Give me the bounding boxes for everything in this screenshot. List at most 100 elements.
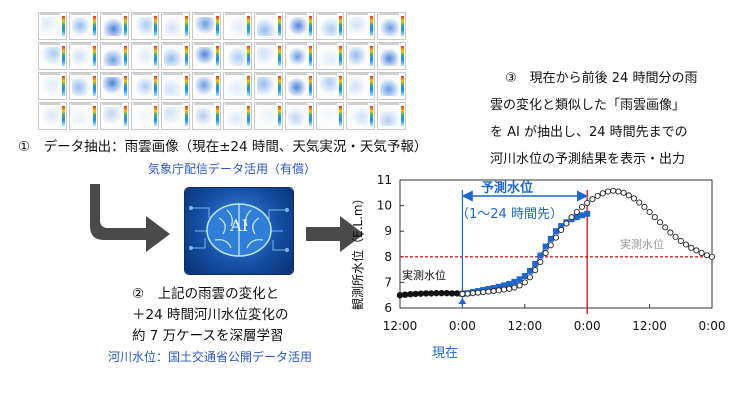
observed-point bbox=[443, 289, 450, 297]
observed-open-point bbox=[677, 237, 684, 244]
forecast-title: 予測水位 bbox=[481, 181, 534, 196]
rain-cloud-thumbnail bbox=[223, 42, 252, 70]
rain-cloud-thumbnail bbox=[253, 72, 283, 100]
rain-cloud-thumbnail bbox=[377, 12, 406, 40]
rain-cloud-thumbnail bbox=[68, 42, 98, 70]
observed-point bbox=[438, 289, 445, 297]
rain-cloud-thumbnail bbox=[346, 42, 376, 70]
x-tick-label: 12:00 bbox=[508, 319, 543, 333]
observed-point bbox=[454, 290, 461, 297]
observed-open-point bbox=[495, 287, 502, 294]
observed-open-point bbox=[682, 241, 690, 248]
y-tick-label: 10 bbox=[377, 199, 392, 213]
observed-open-point bbox=[662, 224, 669, 231]
observed-open-point bbox=[500, 286, 508, 293]
step2-line2: ＋24 時間河川水位変化の bbox=[132, 307, 289, 323]
observed-open-point bbox=[532, 267, 539, 274]
rain-cloud-thumbnail bbox=[161, 12, 191, 40]
rain-cloud-thumbnail bbox=[253, 12, 283, 40]
observed-open-point bbox=[589, 196, 596, 203]
observed-open-point bbox=[480, 289, 487, 296]
observed-open-point bbox=[641, 203, 648, 210]
x-tick-label: 12:00 bbox=[383, 319, 418, 333]
forecast-point bbox=[511, 278, 518, 285]
forecast-point bbox=[527, 267, 533, 274]
step3-line1: ③ 現在から前後 24 時間分の雨 bbox=[505, 71, 698, 86]
rain-cloud-thumbnail bbox=[377, 102, 406, 130]
observed-point bbox=[412, 290, 419, 298]
rain-cloud-thumbnail bbox=[315, 102, 345, 130]
rain-cloud-thumbnail bbox=[346, 102, 376, 130]
now-label: 現在 bbox=[432, 346, 459, 361]
rain-cloud-thumbnail bbox=[346, 12, 376, 40]
rain-cloud-thumbnail bbox=[130, 72, 160, 100]
rain-cloud-thumbnail bbox=[161, 102, 191, 130]
rain-cloud-thumbnail bbox=[130, 102, 160, 130]
observed-open-point bbox=[490, 288, 497, 295]
rain-cloud-thumbnail bbox=[223, 102, 252, 130]
observed-open-point bbox=[636, 199, 643, 206]
observed-open-point bbox=[578, 203, 586, 210]
rain-cloud-thumbnail bbox=[284, 12, 314, 40]
rain-cloud-thumbnail bbox=[377, 72, 406, 100]
step2-note: 河川水位：国土交通省公開データ活用 bbox=[108, 350, 313, 364]
rain-cloud-thumbnail bbox=[130, 12, 160, 40]
forecast-range: （1〜24 時間先） bbox=[456, 207, 563, 222]
rain-cloud-thumbnail bbox=[99, 12, 129, 40]
observed-open-point bbox=[474, 289, 482, 296]
step1-note: 気象庁配信データ活用（有償） bbox=[148, 162, 317, 176]
rain-cloud-thumbnail bbox=[38, 42, 67, 70]
observed-open-point bbox=[698, 249, 705, 257]
y-tick-label: 8 bbox=[384, 250, 392, 264]
x-tick-label: 0:00 bbox=[449, 319, 476, 333]
observed-point bbox=[396, 292, 404, 299]
forecast-point bbox=[521, 273, 528, 279]
forecast-point bbox=[553, 228, 559, 235]
observed-open-point bbox=[511, 284, 518, 291]
observed-open-point bbox=[521, 279, 528, 286]
rain-cloud-thumbnail bbox=[192, 12, 221, 40]
observed-open-point bbox=[625, 192, 632, 199]
x-tick-label: 0:00 bbox=[574, 319, 601, 333]
observed-open-point bbox=[552, 234, 560, 241]
step3-line3: を AI が抽出し、24 時間先までの bbox=[490, 125, 688, 140]
observed-open-point bbox=[464, 290, 471, 297]
rain-cloud-thumbnail bbox=[315, 42, 345, 70]
step2-line3: 約 7 万ケースを深層学習 bbox=[132, 328, 284, 344]
forecast-point bbox=[506, 280, 513, 287]
observed-open-point bbox=[646, 208, 653, 216]
forecast-point bbox=[501, 282, 507, 289]
rain-cloud-thumbnail bbox=[38, 72, 67, 100]
observed-open-point bbox=[547, 242, 554, 249]
observed-open-point bbox=[651, 214, 658, 221]
actual-left-label: 実測水位 bbox=[402, 269, 446, 282]
rain-cloud-thumbnail bbox=[68, 102, 98, 130]
rain-cloud-thumbnail bbox=[99, 102, 129, 130]
rain-cloud-thumbnail bbox=[68, 12, 98, 40]
rain-cloud-thumbnail bbox=[284, 102, 314, 130]
right-arrow-icon bbox=[306, 216, 364, 252]
y-tick-label: 6 bbox=[384, 301, 392, 315]
rain-cloud-thumbnail bbox=[253, 102, 283, 130]
y-tick-label: 9 bbox=[384, 224, 392, 238]
x-tick-label: 0:00 bbox=[699, 319, 726, 333]
observed-open-point bbox=[708, 253, 716, 260]
forecast-point bbox=[542, 243, 549, 250]
rain-cloud-image-grid bbox=[38, 12, 406, 130]
forecast-point bbox=[573, 214, 580, 221]
observed-point bbox=[402, 291, 409, 298]
observed-open-point bbox=[584, 199, 591, 207]
actual-right-label: 実測水位 bbox=[620, 238, 664, 251]
rain-cloud-thumbnail bbox=[38, 102, 67, 130]
observed-open-point bbox=[693, 247, 700, 254]
observed-open-point bbox=[615, 188, 622, 195]
step3-line4: 河川水位の予測結果を表示・出力 bbox=[490, 152, 686, 167]
rain-cloud-thumbnail bbox=[284, 72, 314, 100]
step1-title: ① データ抽出：雨雲画像（現在±24 時間、天気実況・天気予報） bbox=[18, 139, 428, 155]
rain-cloud-thumbnail bbox=[99, 42, 129, 70]
observed-point bbox=[417, 290, 424, 297]
observed-open-point bbox=[604, 188, 612, 195]
rain-cloud-thumbnail bbox=[161, 72, 191, 100]
forecast-point bbox=[584, 210, 591, 217]
forecast-point bbox=[490, 285, 497, 292]
